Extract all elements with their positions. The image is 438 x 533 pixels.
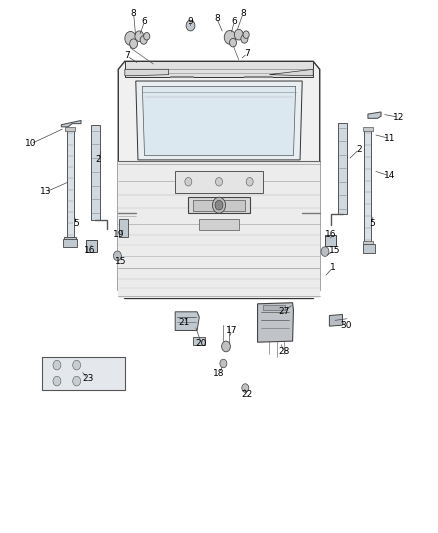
Polygon shape (91, 125, 100, 220)
Polygon shape (142, 86, 296, 156)
Circle shape (220, 359, 227, 368)
Polygon shape (86, 240, 97, 252)
Circle shape (113, 251, 121, 261)
Polygon shape (364, 128, 371, 245)
Text: 28: 28 (278, 348, 290, 356)
Polygon shape (136, 81, 302, 160)
Circle shape (125, 31, 136, 45)
Polygon shape (175, 312, 199, 330)
Polygon shape (193, 337, 205, 345)
Polygon shape (188, 197, 250, 213)
Circle shape (243, 31, 249, 38)
Polygon shape (119, 219, 128, 237)
Text: 5: 5 (369, 220, 375, 228)
Text: 22: 22 (242, 390, 253, 399)
Polygon shape (368, 112, 381, 118)
Polygon shape (338, 123, 347, 214)
Circle shape (222, 341, 230, 352)
Text: 23: 23 (82, 374, 93, 383)
Text: 5: 5 (74, 220, 80, 228)
Text: 2: 2 (357, 145, 362, 154)
Polygon shape (125, 69, 169, 76)
Circle shape (140, 36, 147, 44)
Text: 15: 15 (115, 257, 126, 265)
Polygon shape (64, 237, 76, 244)
Polygon shape (363, 127, 373, 131)
Circle shape (135, 31, 144, 42)
Polygon shape (118, 161, 320, 298)
Text: 8: 8 (214, 14, 220, 23)
Circle shape (241, 35, 248, 43)
Text: 9: 9 (187, 17, 194, 26)
Circle shape (186, 20, 195, 31)
Text: 17: 17 (226, 326, 238, 335)
Text: 13: 13 (40, 188, 52, 196)
Polygon shape (258, 303, 293, 342)
Circle shape (215, 200, 223, 210)
Text: 27: 27 (278, 308, 290, 316)
Text: 15: 15 (329, 246, 341, 255)
Text: 14: 14 (384, 172, 396, 180)
Polygon shape (363, 241, 373, 245)
Text: 6: 6 (141, 17, 148, 26)
Text: 30: 30 (340, 321, 352, 329)
Text: 19: 19 (113, 230, 125, 239)
Text: 7: 7 (124, 52, 130, 60)
Text: 2: 2 (96, 156, 101, 164)
Text: 20: 20 (196, 340, 207, 348)
Circle shape (185, 177, 192, 186)
Circle shape (212, 197, 226, 213)
Polygon shape (329, 314, 343, 326)
Polygon shape (363, 244, 375, 253)
Polygon shape (175, 171, 263, 193)
Text: 21: 21 (178, 318, 190, 327)
Text: 10: 10 (25, 140, 36, 148)
Polygon shape (42, 357, 125, 390)
Circle shape (230, 38, 237, 47)
Circle shape (73, 376, 81, 386)
Polygon shape (65, 237, 75, 241)
Circle shape (242, 384, 249, 392)
Circle shape (215, 177, 223, 186)
Text: 8: 8 (240, 9, 246, 18)
Polygon shape (67, 128, 74, 241)
Circle shape (321, 247, 329, 256)
Polygon shape (118, 61, 320, 298)
Text: 18: 18 (213, 369, 225, 377)
Circle shape (224, 30, 236, 44)
Polygon shape (61, 120, 81, 127)
Text: 16: 16 (84, 246, 95, 255)
Circle shape (53, 360, 61, 370)
Text: 11: 11 (384, 134, 396, 143)
Polygon shape (65, 127, 75, 131)
Circle shape (73, 360, 81, 370)
Polygon shape (63, 239, 77, 247)
Circle shape (246, 177, 253, 186)
Text: 8: 8 (131, 9, 137, 18)
Polygon shape (269, 69, 313, 76)
Text: 12: 12 (393, 113, 404, 122)
Polygon shape (125, 61, 313, 77)
Text: 6: 6 (231, 17, 237, 26)
Circle shape (234, 29, 243, 40)
Text: 7: 7 (244, 49, 251, 58)
Polygon shape (263, 305, 285, 310)
Circle shape (130, 39, 138, 49)
Circle shape (53, 376, 61, 386)
Polygon shape (325, 235, 336, 246)
Polygon shape (193, 200, 245, 211)
Text: 16: 16 (325, 230, 336, 239)
Text: 1: 1 (330, 263, 336, 272)
Polygon shape (199, 219, 239, 230)
Circle shape (144, 33, 150, 40)
